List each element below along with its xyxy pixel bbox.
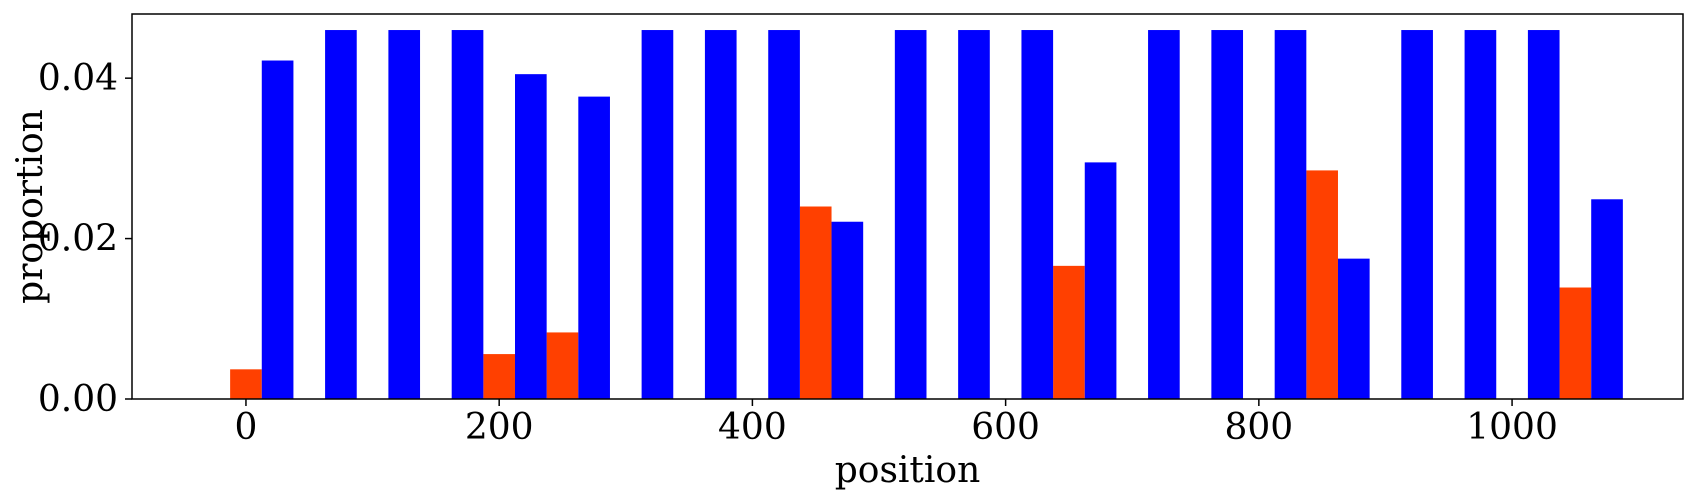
- bar-s1-725: [1148, 30, 1180, 400]
- x-tick-label: 400: [718, 407, 787, 448]
- bar-s1-1025: [1527, 30, 1560, 400]
- x-axis-label: position: [835, 450, 981, 491]
- x-tick-label: 1000: [1466, 407, 1558, 448]
- bar-s1-675: [1084, 162, 1117, 399]
- x-tick-label: 600: [971, 407, 1040, 448]
- bar-s1-475: [831, 221, 864, 399]
- bar-s1-275: [578, 96, 610, 399]
- y-tick-label: 0.00: [38, 379, 118, 420]
- bar-s1-775: [1211, 30, 1244, 400]
- ticks-layer: 0 200 400 600 800 1000 0.00 0.02 0.04: [38, 58, 1558, 448]
- y-tick-label: 0.02: [38, 219, 118, 260]
- bar-s0-850: [1306, 170, 1338, 399]
- bar-s1-175: [451, 30, 484, 400]
- bar-s1-375: [704, 30, 737, 400]
- bar-s1-75: [325, 30, 357, 400]
- bar-s0-650: [1053, 265, 1085, 399]
- x-tick-label: 0: [234, 407, 257, 448]
- bar-s1-625: [1021, 30, 1054, 400]
- y-axis-label: proportion: [10, 109, 51, 304]
- bar-s1-25: [261, 60, 294, 399]
- plot-frame: [131, 13, 1684, 400]
- bar-s0-0: [230, 369, 262, 399]
- bar-s1-425: [768, 30, 800, 400]
- bar-s0-1050: [1559, 287, 1592, 399]
- bar-s1-875: [1337, 258, 1370, 399]
- bar-s0-450: [799, 206, 832, 399]
- bar-s1-575: [958, 30, 990, 400]
- bar-s0-250: [546, 332, 579, 399]
- bar-s1-325: [641, 30, 674, 400]
- x-tick-label: 200: [465, 407, 534, 448]
- bar-s1-825: [1274, 30, 1307, 400]
- bar-s1-225: [515, 74, 547, 399]
- bar-s1-975: [1464, 30, 1497, 400]
- bar-s1-525: [894, 30, 927, 400]
- bar-s1-1075: [1591, 199, 1623, 399]
- y-tick-label: 0.04: [38, 58, 118, 99]
- x-tick-label: 800: [1224, 407, 1293, 448]
- bar-s1-925: [1401, 30, 1433, 400]
- bar-s0-200: [483, 354, 516, 399]
- bars-layer: [230, 30, 1623, 400]
- bar-s1-125: [388, 30, 421, 400]
